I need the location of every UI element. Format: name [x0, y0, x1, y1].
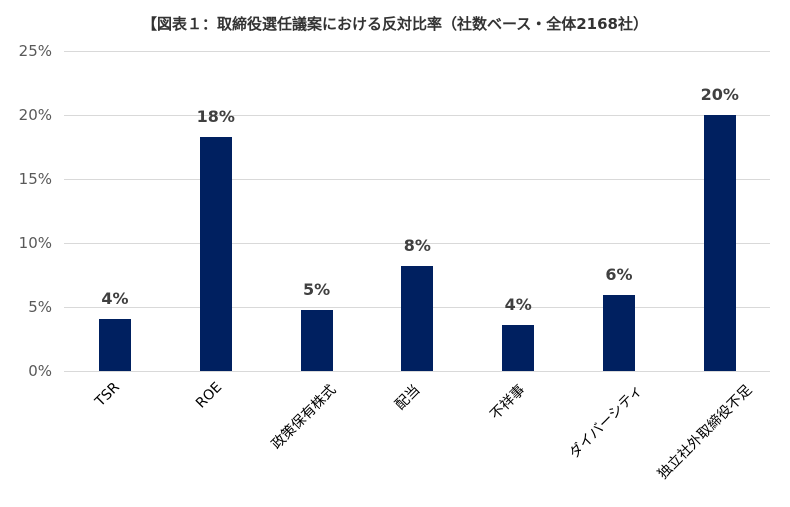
y-tick-label: 0%: [28, 362, 52, 380]
data-label: 4%: [101, 288, 129, 308]
gridline-10: [64, 243, 770, 244]
gridline-25: [64, 51, 770, 52]
x-tick-label: 配当: [392, 382, 424, 414]
x-tick-label: 政策保有株式: [268, 382, 340, 453]
y-tick-label: 10%: [18, 234, 52, 252]
x-tick-label: ダイバーシティ: [565, 382, 646, 462]
bar-dividend: [401, 266, 434, 371]
y-tick-label: 5%: [28, 298, 52, 316]
gridline-20: [64, 115, 770, 116]
bar-roe: [199, 136, 232, 371]
data-label: 18%: [196, 106, 235, 126]
data-label: 20%: [700, 85, 739, 104]
data-label: 4%: [504, 294, 532, 314]
bar-cross-shareholdings: [300, 309, 333, 371]
x-tick-label: TSR: [92, 379, 124, 410]
x-tick-label: ROE: [192, 379, 225, 412]
x-tick-label: 独立社外取締役不足: [654, 382, 755, 483]
gridline-15: [64, 179, 770, 180]
data-label: 8%: [403, 236, 431, 256]
y-tick-label: 15%: [18, 170, 52, 188]
bar-scandal: [502, 324, 535, 371]
chart-title: 【図表１：取締役選任議案における反対比率（社数ベース・全体2168社）: [141, 15, 648, 33]
x-tick-label: 不祥事: [487, 382, 529, 424]
bar-independent-directors: [703, 115, 736, 371]
data-label: 6%: [605, 265, 633, 285]
bar-tsr: [99, 318, 131, 371]
y-tick-label: 20%: [18, 106, 52, 124]
data-label: 5%: [303, 279, 331, 299]
y-tick-label: 25%: [18, 42, 52, 60]
gridline-0: [64, 371, 770, 372]
bar-diversity: [603, 295, 635, 371]
